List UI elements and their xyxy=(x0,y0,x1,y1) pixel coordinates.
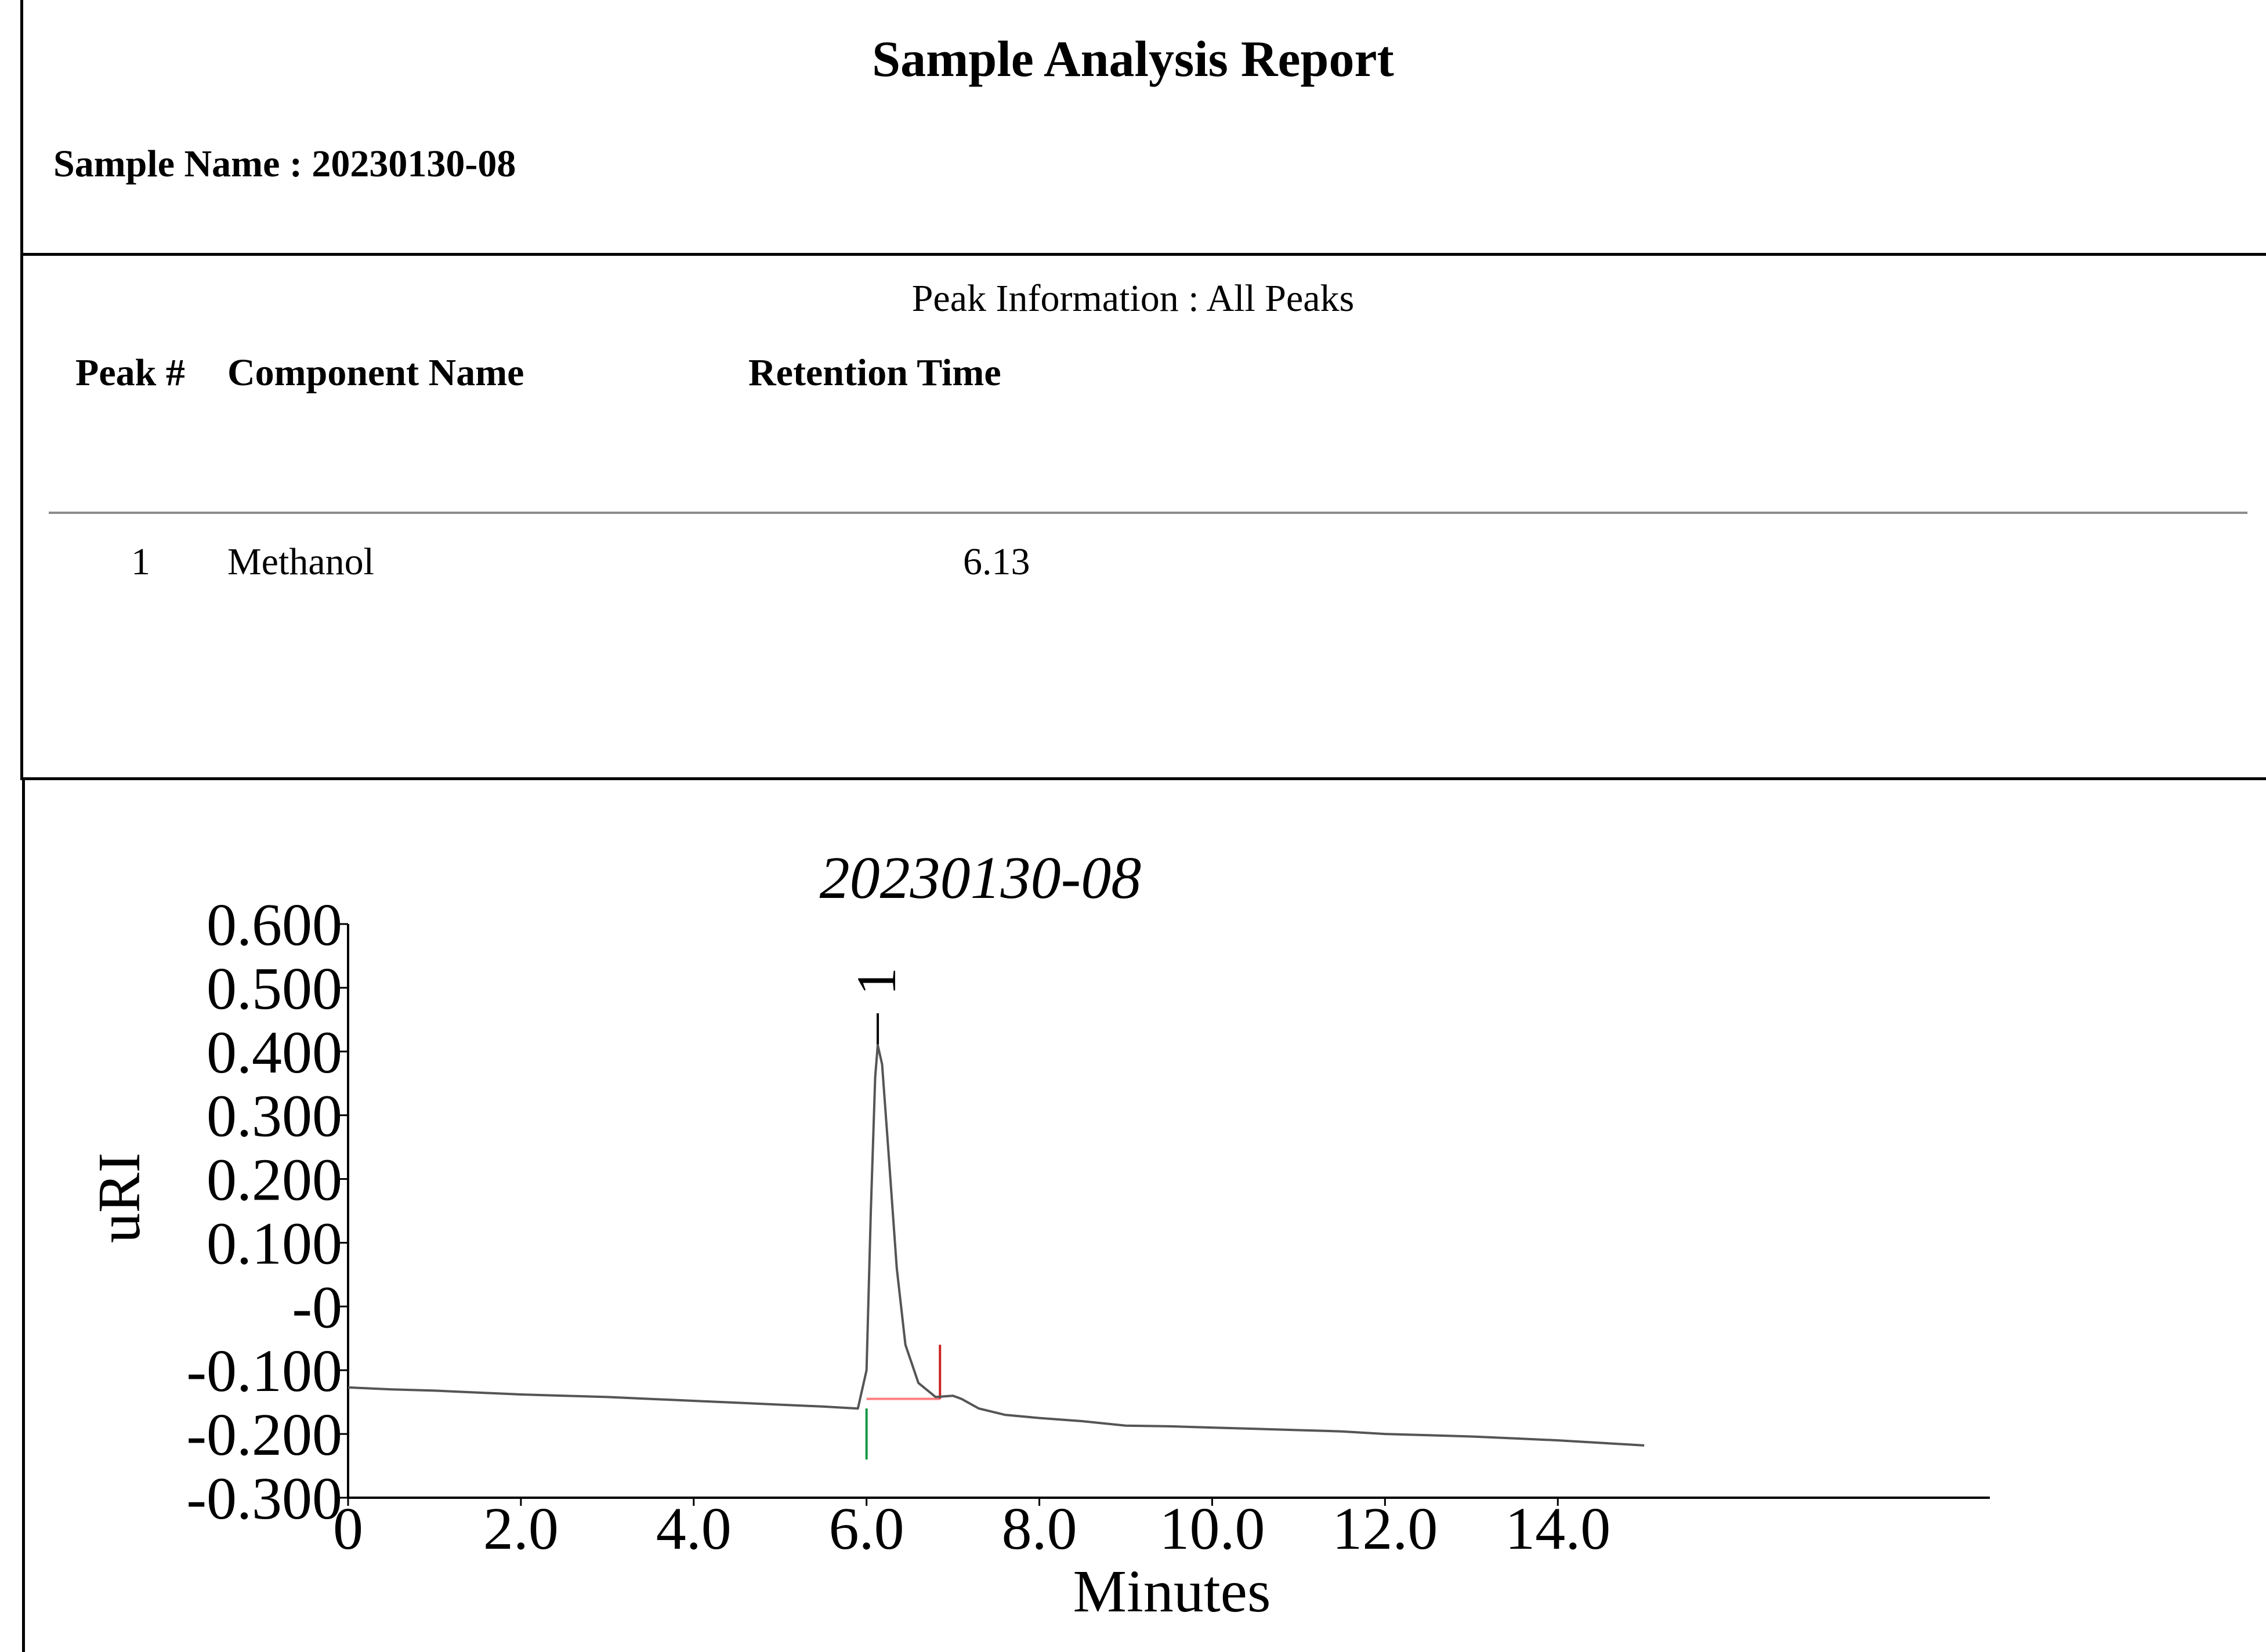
x-tick-label: 12.0 xyxy=(1332,1495,1438,1562)
column-header-retention: Retention Time xyxy=(748,352,1001,394)
left-border-top xyxy=(20,0,23,780)
cell-retention-time: 6.13 xyxy=(963,541,1030,583)
chart-axes xyxy=(347,924,1990,1499)
y-tick-label: 0.500 xyxy=(207,955,342,1022)
y-tick-label: 0.400 xyxy=(207,1019,342,1086)
peak-markers xyxy=(865,1013,942,1460)
peak-annotations: 1 xyxy=(845,968,907,995)
header-divider xyxy=(20,253,2266,256)
chart-title: 20230130-08 xyxy=(820,845,1142,911)
cell-component-name: Methanol xyxy=(227,541,374,583)
peak-label: 1 xyxy=(845,968,907,995)
table-header-rule xyxy=(49,512,2247,514)
x-tick-label: 14.0 xyxy=(1505,1495,1610,1562)
x-tick-label: 4.0 xyxy=(656,1495,732,1562)
column-header-component: Component Name xyxy=(227,352,524,394)
report-title: Sample Analysis Report xyxy=(872,31,1394,88)
x-tick-label: 0 xyxy=(333,1495,363,1562)
table-divider xyxy=(20,777,2266,780)
y-tick-label: -0 xyxy=(292,1274,342,1341)
chromatogram-chart: 20230130-08 uRI Minutes 0.6000.5000.4000… xyxy=(86,845,1990,1625)
y-axis-ticks: 0.6000.5000.4000.3000.2000.100-0-0.100-0… xyxy=(186,892,348,1532)
y-tick-label: 0.300 xyxy=(207,1083,342,1150)
y-tick-label: 0.200 xyxy=(207,1147,342,1213)
peak-info-title: Peak Information : All Peaks xyxy=(911,277,1355,320)
y-tick-label: 0.600 xyxy=(207,892,342,958)
x-tick-label: 8.0 xyxy=(1002,1495,1077,1562)
x-tick-label: 2.0 xyxy=(483,1495,559,1562)
y-tick-label: -0.300 xyxy=(186,1465,342,1532)
cell-peak-number: 1 xyxy=(131,541,150,583)
y-tick-label: -0.100 xyxy=(186,1338,342,1404)
x-axis-ticks: 0 2.0 4.0 6.0 8.0 10.0 12.0 14.0 xyxy=(333,1495,1610,1562)
x-tick-label: 10.0 xyxy=(1159,1495,1265,1562)
y-axis-label: uRI xyxy=(86,1153,153,1243)
x-tick-label: 6.0 xyxy=(829,1495,904,1562)
sample-name: Sample Name : 20230130-08 xyxy=(53,143,516,185)
left-border-bottom xyxy=(22,780,25,1652)
x-axis-label: Minutes xyxy=(1073,1558,1271,1625)
series-line-0 xyxy=(347,1044,1645,1447)
y-tick-label: -0.200 xyxy=(186,1401,342,1468)
column-header-peak: Peak # xyxy=(75,352,185,394)
y-tick-label: 0.100 xyxy=(207,1210,342,1277)
chromatogram-trace xyxy=(347,1044,1645,1447)
